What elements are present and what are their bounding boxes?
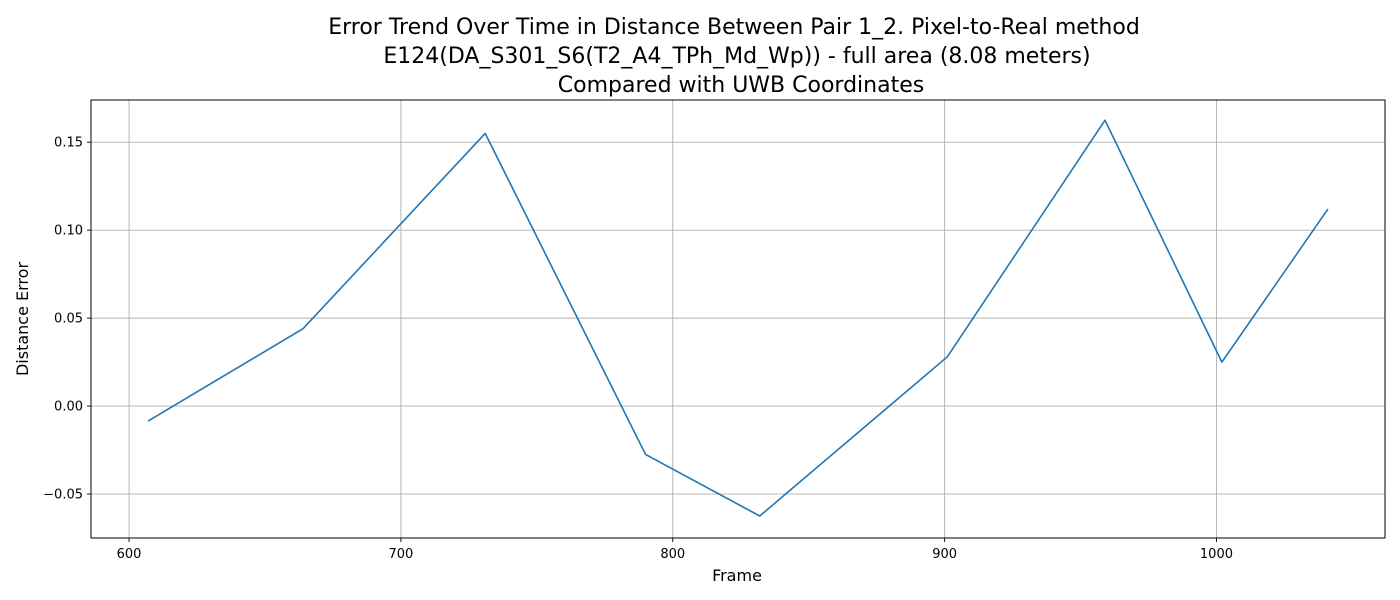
x-tick-label: 800 [660, 547, 685, 562]
chart-title-line-1: Error Trend Over Time in Distance Betwee… [328, 15, 1140, 40]
chart-title-line-3: Compared with UWB Coordinates [558, 73, 924, 98]
x-tick-label: 900 [932, 547, 957, 562]
y-tick-label: 0.10 [54, 224, 83, 239]
x-tick-label: 700 [388, 547, 413, 562]
x-tick-label: 600 [117, 547, 142, 562]
chart-title-line-2: E124(DA_S301_S6(T2_A4_TPh_Md_Wp)) - full… [383, 44, 1090, 69]
plot-area: 600 700 800 900 1000 −0.05 0.00 0.05 0.10 0.15 [43, 99, 1386, 562]
y-tick-label: 0.00 [54, 400, 83, 415]
y-tick-label: 0.05 [54, 312, 83, 327]
plot-frame [90, 99, 1386, 539]
y-axis-label: Distance Error [13, 262, 32, 376]
y-tick-label: 0.15 [54, 136, 83, 151]
x-tick-label: 1000 [1200, 547, 1233, 562]
x-axis-label: Frame [712, 566, 762, 585]
y-tick-label: −0.05 [43, 488, 83, 503]
